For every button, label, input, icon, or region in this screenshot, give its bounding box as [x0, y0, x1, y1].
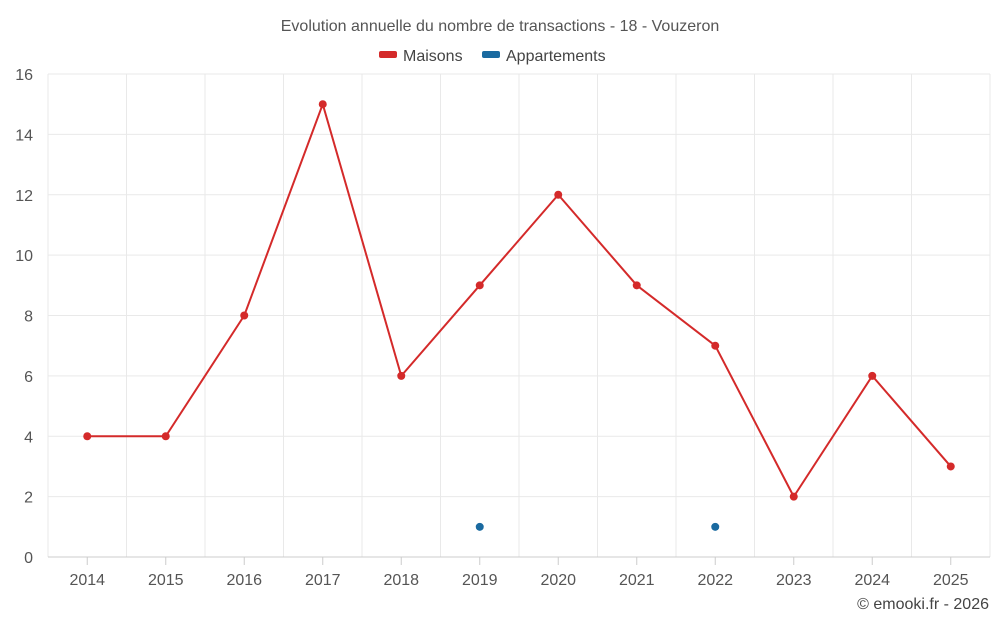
x-tick-label: 2016	[226, 572, 262, 589]
legend-item-appartements[interactable]: Appartements	[482, 48, 606, 65]
y-tick-label: 8	[24, 309, 33, 326]
data-point[interactable]	[711, 522, 720, 531]
x-tick-label: 2017	[305, 572, 341, 589]
y-tick-label: 16	[15, 67, 33, 84]
data-point[interactable]	[632, 281, 641, 290]
grid	[47, 73, 991, 558]
data-point[interactable]	[946, 462, 955, 471]
x-axis-ticks: 2014 2015 2016 2017 2018 2019 2020 2021 2022 2023…	[69, 557, 969, 589]
data-point[interactable]	[868, 371, 877, 380]
x-tick-label: 2021	[619, 572, 655, 589]
data-point[interactable]	[83, 432, 92, 441]
x-tick-label: 2025	[933, 572, 969, 589]
legend-label-appartements: Appartements	[506, 48, 606, 65]
y-tick-label: 0	[24, 550, 33, 567]
x-tick-label: 2015	[148, 572, 184, 589]
legend-label-maisons: Maisons	[403, 48, 463, 65]
data-point[interactable]	[240, 311, 249, 320]
data-point[interactable]	[475, 281, 484, 290]
legend-swatch-appartements	[482, 51, 500, 58]
y-axis-ticks: 0 2 4 6 8 10 12 14 16	[15, 67, 33, 567]
data-point[interactable]	[789, 492, 798, 501]
x-tick-label: 2014	[69, 572, 105, 589]
y-tick-label: 2	[24, 490, 33, 507]
series-line	[87, 103, 952, 498]
credit-text: © emooki.fr - 2026	[857, 596, 989, 613]
y-tick-label: 10	[15, 248, 33, 265]
x-tick-label: 2020	[540, 572, 576, 589]
chart-title: Evolution annuelle du nombre de transact…	[281, 18, 720, 35]
x-tick-label: 2018	[383, 572, 419, 589]
x-tick-label: 2023	[776, 572, 812, 589]
data-point[interactable]	[475, 522, 484, 531]
series-appartements	[475, 522, 720, 531]
x-tick-label: 2024	[854, 572, 890, 589]
data-point[interactable]	[318, 100, 327, 109]
series-maisons	[83, 100, 955, 501]
y-tick-label: 6	[24, 369, 33, 386]
x-tick-label: 2019	[462, 572, 498, 589]
data-point[interactable]	[161, 432, 170, 441]
x-tick-label: 2022	[697, 572, 733, 589]
legend-item-maisons[interactable]: Maisons	[379, 48, 463, 65]
y-tick-label: 4	[24, 429, 33, 446]
y-tick-label: 14	[15, 127, 33, 144]
y-tick-label: 12	[15, 188, 33, 205]
data-point[interactable]	[554, 190, 563, 199]
series	[83, 100, 955, 531]
legend-swatch-maisons	[379, 51, 397, 58]
legend: Maisons Appartements	[379, 48, 606, 65]
data-point[interactable]	[711, 341, 720, 350]
data-point[interactable]	[397, 371, 406, 380]
